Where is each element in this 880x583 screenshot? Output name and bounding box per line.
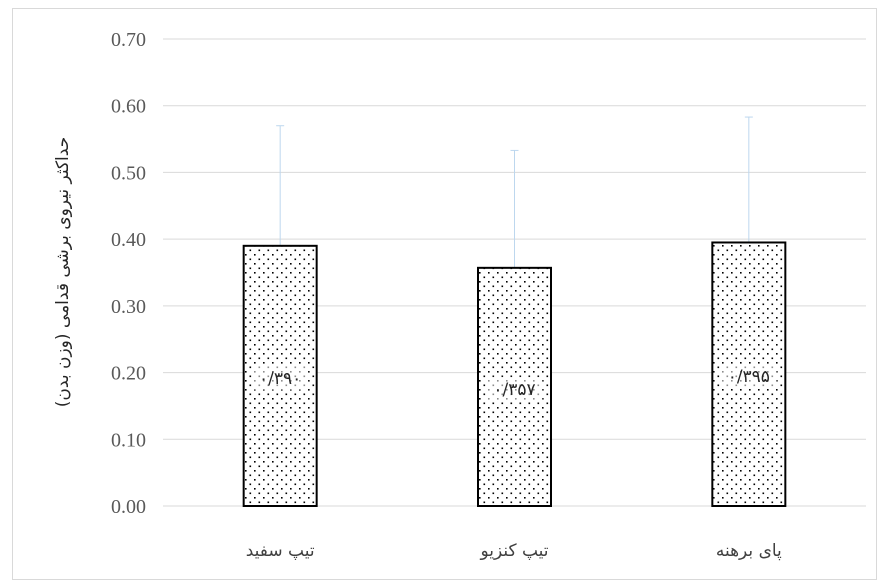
- error-bars: [276, 116, 753, 268]
- x-axis-category-labels: تیپ سفید تیپ کنزیو پای برهنه: [246, 541, 782, 561]
- data-label: ۰/۳۹۵: [728, 367, 770, 387]
- y-tick-label: 0.30: [111, 296, 146, 318]
- y-tick-label: 0.60: [111, 96, 146, 118]
- y-axis-tick-labels: 0.00 0.10 0.20 0.30 0.40 0.50 0.60 0.70: [111, 29, 146, 518]
- y-tick-label: 0.00: [111, 496, 146, 518]
- data-label: ۰/۳۵۷: [493, 380, 535, 400]
- data-label-background: [486, 376, 543, 401]
- x-category-label: تیپ کنزیو: [479, 541, 548, 561]
- data-labels: ۰/۳۹۰ ۰/۳۵۷ ۰/۳۹۵: [252, 364, 777, 401]
- x-category-label: تیپ سفید: [246, 541, 315, 561]
- y-axis-title: حداکثر نیروی برشی قدامی (وزن بدن): [53, 137, 73, 407]
- y-tick-label: 0.50: [111, 162, 146, 184]
- data-label-background: [252, 365, 309, 390]
- data-label: ۰/۳۹۰: [259, 369, 301, 389]
- y-tick-label: 0.70: [111, 29, 146, 51]
- y-tick-label: 0.10: [111, 429, 146, 451]
- y-tick-label: 0.40: [111, 229, 146, 251]
- y-tick-label: 0.20: [111, 363, 146, 385]
- bars: [242, 241, 787, 507]
- x-category-label: پای برهنه: [716, 541, 782, 561]
- data-label-background: [720, 364, 777, 389]
